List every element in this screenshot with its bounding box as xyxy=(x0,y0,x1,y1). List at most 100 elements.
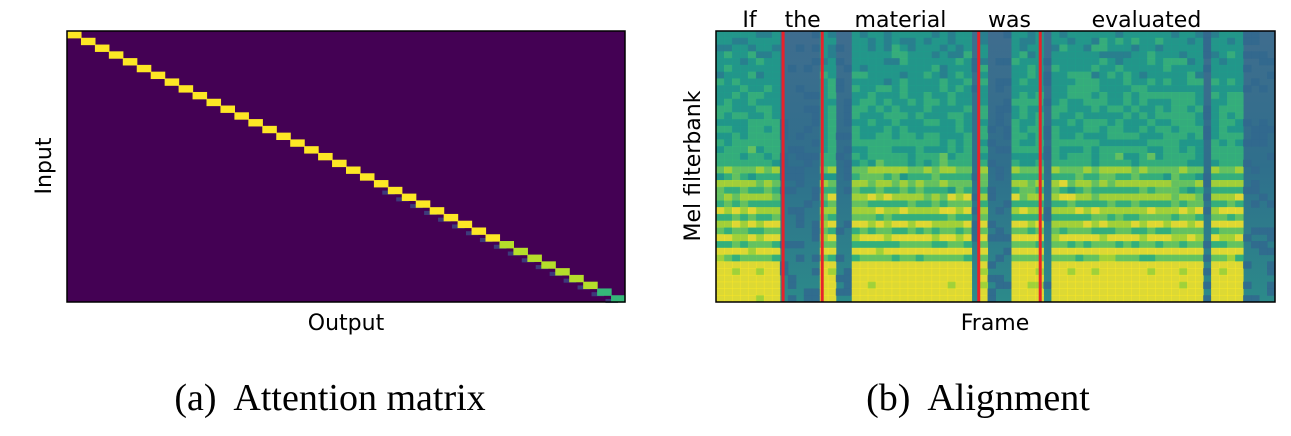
spectrogram-cell xyxy=(931,295,941,302)
spectrogram-cell xyxy=(771,51,781,59)
attention-cell xyxy=(262,125,277,134)
spectrogram-cell xyxy=(1083,91,1092,100)
spectrogram-cell xyxy=(987,186,996,195)
spectrogram-cell xyxy=(819,31,829,39)
spectrogram-cell xyxy=(1163,166,1172,174)
spectrogram-cell xyxy=(1195,200,1204,208)
spectrogram-cell xyxy=(979,166,989,174)
spectrogram-cell xyxy=(723,180,733,188)
spectrogram-cell xyxy=(899,166,909,174)
spectrogram-cell xyxy=(1219,234,1228,242)
spectrogram-cell xyxy=(891,180,901,188)
spectrogram-cell xyxy=(1235,186,1244,195)
attention-cell xyxy=(359,173,375,181)
spectrogram-cell xyxy=(1235,193,1244,201)
spectrogram-cell xyxy=(1059,132,1068,140)
spectrogram-cell xyxy=(891,58,901,66)
spectrogram-cell xyxy=(1067,247,1076,256)
spectrogram-cell xyxy=(731,180,741,188)
spectrogram-cell xyxy=(827,91,837,100)
spectrogram-cell xyxy=(763,31,773,39)
spectrogram-cell xyxy=(955,241,965,249)
spectrogram-cell xyxy=(827,64,837,73)
attention-cell xyxy=(136,64,152,73)
spectrogram-cell xyxy=(955,71,965,79)
spectrogram-cell xyxy=(755,125,765,134)
spectrogram-cell xyxy=(923,139,933,147)
spectrogram-cell xyxy=(923,98,933,107)
spectrogram-cell xyxy=(1179,180,1188,188)
spectrogram-cell xyxy=(1179,200,1188,208)
spectrogram-cell xyxy=(1051,295,1060,302)
spectrogram-cell xyxy=(923,51,933,59)
spectrogram-cell xyxy=(843,281,853,289)
spectrogram-cell xyxy=(947,146,957,154)
attention-cell xyxy=(346,166,361,174)
spectrogram-cell xyxy=(1179,213,1188,222)
spectrogram-cell xyxy=(931,98,941,107)
spectrogram-cell xyxy=(835,288,845,296)
spectrogram-cell xyxy=(1243,261,1252,269)
spectrogram-cell xyxy=(819,247,829,256)
spectrogram-cell xyxy=(963,71,973,79)
attention-cell xyxy=(332,159,347,168)
spectrogram-cell xyxy=(1171,146,1180,154)
spectrogram-cell xyxy=(1227,139,1236,147)
spectrogram-cell xyxy=(1147,125,1156,134)
spectrogram-cell xyxy=(883,152,893,161)
spectrogram-cell xyxy=(851,98,861,107)
spectrogram-cell xyxy=(867,180,877,188)
spectrogram-cell xyxy=(1123,31,1132,39)
spectrogram-cell xyxy=(859,139,869,147)
spectrogram-cell xyxy=(859,98,869,107)
spectrogram-cell xyxy=(907,125,917,134)
spectrogram-cell xyxy=(907,295,917,302)
spectrogram-cell xyxy=(1219,213,1228,222)
spectrogram-cell xyxy=(963,51,973,59)
spectrogram-cell xyxy=(931,152,941,161)
spectrogram-cell xyxy=(1227,234,1236,242)
spectrogram-cell xyxy=(1107,295,1116,302)
spectrogram-cell xyxy=(1179,146,1188,154)
spectrogram-cell xyxy=(1155,152,1164,161)
spectrogram-cell xyxy=(1211,119,1220,127)
spectrogram-cell xyxy=(915,51,925,59)
spectrogram-cell xyxy=(1123,85,1132,93)
spectrogram-cell xyxy=(923,132,933,140)
spectrogram-cell xyxy=(1027,268,1036,276)
spectrogram-cell xyxy=(923,261,933,269)
spectrogram-cell xyxy=(1211,146,1220,154)
alignment-caption: (b) Alignment xyxy=(866,377,1090,419)
spectrogram-cell xyxy=(1179,51,1188,59)
spectrogram-cell xyxy=(851,268,861,276)
spectrogram-cell xyxy=(1011,166,1020,174)
spectrogram-cell xyxy=(1115,132,1124,140)
spectrogram-cell xyxy=(939,37,949,46)
spectrogram-cell xyxy=(1099,234,1108,242)
spectrogram-cell xyxy=(747,31,757,39)
spectrogram-cell xyxy=(716,261,725,269)
spectrogram-cell xyxy=(875,193,885,201)
spectrogram-cell xyxy=(851,112,861,120)
spectrogram-cell xyxy=(1091,166,1100,174)
spectrogram-cell xyxy=(1051,91,1060,100)
spectrogram-cell xyxy=(1083,31,1092,39)
spectrogram-cell xyxy=(771,71,781,79)
spectrogram-cell xyxy=(739,112,749,120)
spectrogram-cell xyxy=(1179,98,1188,107)
spectrogram-cell xyxy=(1091,146,1100,154)
spectrogram-cell xyxy=(755,180,765,188)
spectrogram-cell xyxy=(1011,247,1020,256)
spectrogram-cell xyxy=(1139,295,1148,302)
spectrogram-cell xyxy=(1195,85,1204,93)
spectrogram-cell xyxy=(835,44,845,52)
spectrogram-cell xyxy=(1187,91,1196,100)
spectrogram-cell xyxy=(859,261,869,269)
spectrogram-cell xyxy=(1155,166,1164,174)
spectrogram-cell xyxy=(1075,281,1084,289)
spectrogram-cell xyxy=(716,58,725,66)
spectrogram-cell xyxy=(1131,91,1140,100)
spectrogram-cell xyxy=(1179,234,1188,242)
spectrogram-cell xyxy=(1187,85,1196,93)
spectrogram-cell xyxy=(819,281,829,289)
